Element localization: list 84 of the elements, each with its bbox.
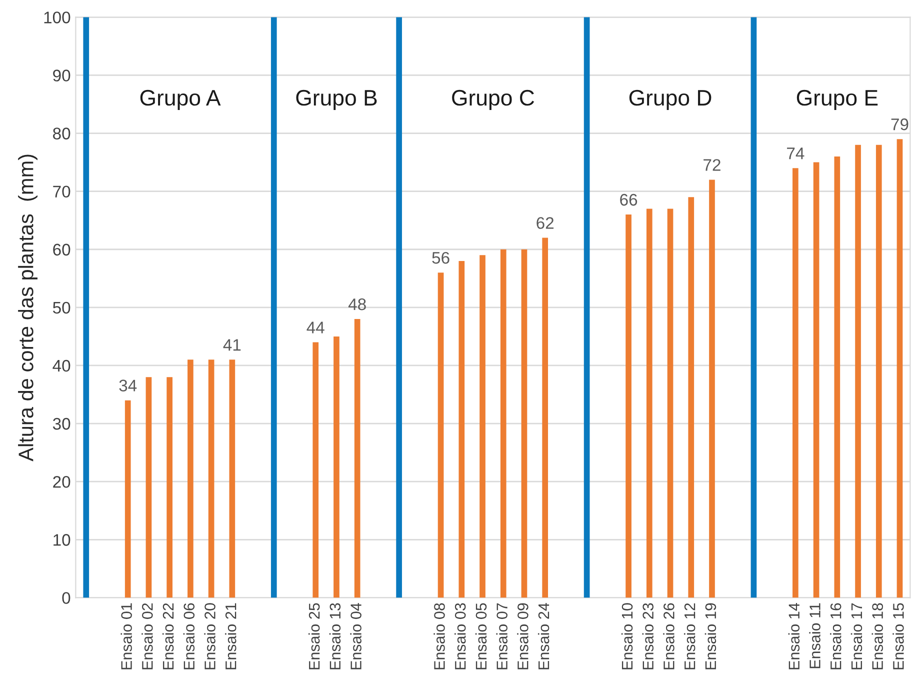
data-label: 72 bbox=[704, 159, 720, 171]
bar bbox=[646, 208, 652, 598]
bar bbox=[500, 249, 506, 598]
bar bbox=[750, 17, 757, 598]
bar bbox=[229, 360, 236, 598]
x-tick-label: Ensaio 16 bbox=[830, 603, 842, 670]
bar bbox=[792, 168, 798, 598]
data-label: 41 bbox=[223, 339, 241, 351]
x-tick-label: Ensaio 19 bbox=[704, 603, 716, 670]
y-tick-label: 90 bbox=[53, 70, 70, 82]
bar bbox=[688, 197, 694, 598]
data-label: 66 bbox=[620, 194, 638, 206]
bar bbox=[542, 238, 548, 598]
x-tick-label: Ensaio 13 bbox=[329, 603, 341, 670]
x-tick-label: Ensaio 07 bbox=[496, 603, 508, 670]
x-tick-label: Ensaio 25 bbox=[308, 603, 320, 670]
annotation: Grupo C bbox=[452, 90, 534, 110]
bar bbox=[876, 144, 882, 598]
data-label: 56 bbox=[432, 252, 450, 264]
bar bbox=[521, 249, 528, 598]
bar bbox=[354, 319, 360, 598]
bar bbox=[458, 260, 465, 598]
x-tick-label: Ensaio 01 bbox=[120, 603, 132, 670]
x-tick-label: Ensaio 02 bbox=[142, 603, 153, 670]
y-tick-label: 80 bbox=[53, 128, 70, 140]
y-axis-title: Altura de corte das plantas (mm) bbox=[18, 154, 38, 462]
data-label: 62 bbox=[536, 217, 554, 229]
bar bbox=[626, 214, 632, 598]
annotation: Grupo E bbox=[796, 90, 878, 110]
annotation: Grupo D bbox=[629, 90, 712, 110]
data-label: 48 bbox=[348, 298, 366, 310]
y-tick-label: 0 bbox=[62, 592, 70, 604]
bar bbox=[188, 360, 194, 598]
y-tick-label: 50 bbox=[52, 302, 70, 314]
bar bbox=[208, 360, 214, 598]
bar bbox=[83, 17, 90, 598]
x-tick-label: Ensaio 20 bbox=[204, 603, 216, 670]
y-tick-label: 60 bbox=[53, 244, 70, 256]
bar bbox=[855, 144, 861, 598]
bar bbox=[334, 336, 340, 598]
bar bbox=[124, 400, 131, 598]
x-tick-label: Ensaio 09 bbox=[517, 603, 528, 670]
bar bbox=[396, 17, 402, 598]
x-tick-label: Ensaio 23 bbox=[642, 603, 654, 670]
x-tick-label: Ensaio 08 bbox=[434, 603, 445, 670]
x-tick-label: Ensaio 11 bbox=[809, 603, 820, 668]
bar bbox=[270, 17, 277, 598]
y-tick-label: 40 bbox=[52, 360, 70, 372]
annotation: Grupo A bbox=[140, 90, 221, 110]
x-tick-label: Ensaio 12 bbox=[684, 603, 696, 670]
x-tick-label: Ensaio 15 bbox=[892, 603, 904, 670]
bar bbox=[834, 156, 840, 598]
bar bbox=[312, 342, 319, 598]
x-tick-label: Ensaio 03 bbox=[454, 603, 466, 670]
bar bbox=[480, 255, 486, 598]
bar bbox=[709, 180, 715, 598]
bar bbox=[584, 17, 590, 598]
y-tick-label: 70 bbox=[53, 186, 70, 198]
x-tick-label: Ensaio 04 bbox=[350, 602, 362, 670]
x-tick-label: Ensaio 05 bbox=[475, 603, 487, 670]
x-tick-label: Ensaio 22 bbox=[162, 603, 174, 670]
bar bbox=[896, 139, 903, 598]
x-tick-label: Ensaio 17 bbox=[850, 603, 862, 670]
bar bbox=[667, 208, 674, 598]
x-tick-label: Ensaio 14 bbox=[788, 602, 800, 670]
data-label: 44 bbox=[306, 322, 324, 334]
y-tick-label: 10 bbox=[54, 534, 70, 546]
bar bbox=[813, 162, 820, 598]
y-tick-label: 20 bbox=[53, 476, 70, 488]
bar bbox=[166, 377, 172, 598]
x-tick-label: Ensaio 21 bbox=[225, 603, 236, 670]
y-tick-label: 100 bbox=[44, 12, 70, 24]
annotation: Grupo B bbox=[296, 90, 377, 110]
x-tick-label: Ensaio 26 bbox=[663, 603, 674, 670]
x-tick-label: Ensaio 06 bbox=[183, 603, 195, 670]
bar bbox=[146, 377, 152, 598]
data-label: 79 bbox=[891, 118, 908, 130]
y-tick-label: 30 bbox=[52, 418, 70, 430]
data-label: 34 bbox=[119, 380, 137, 392]
data-label: 74 bbox=[787, 148, 804, 160]
x-tick-label: Ensaio 24 bbox=[538, 602, 550, 670]
x-tick-label: Ensaio 18 bbox=[872, 603, 883, 670]
bar bbox=[438, 272, 444, 598]
x-tick-label: Ensaio 10 bbox=[621, 603, 633, 670]
